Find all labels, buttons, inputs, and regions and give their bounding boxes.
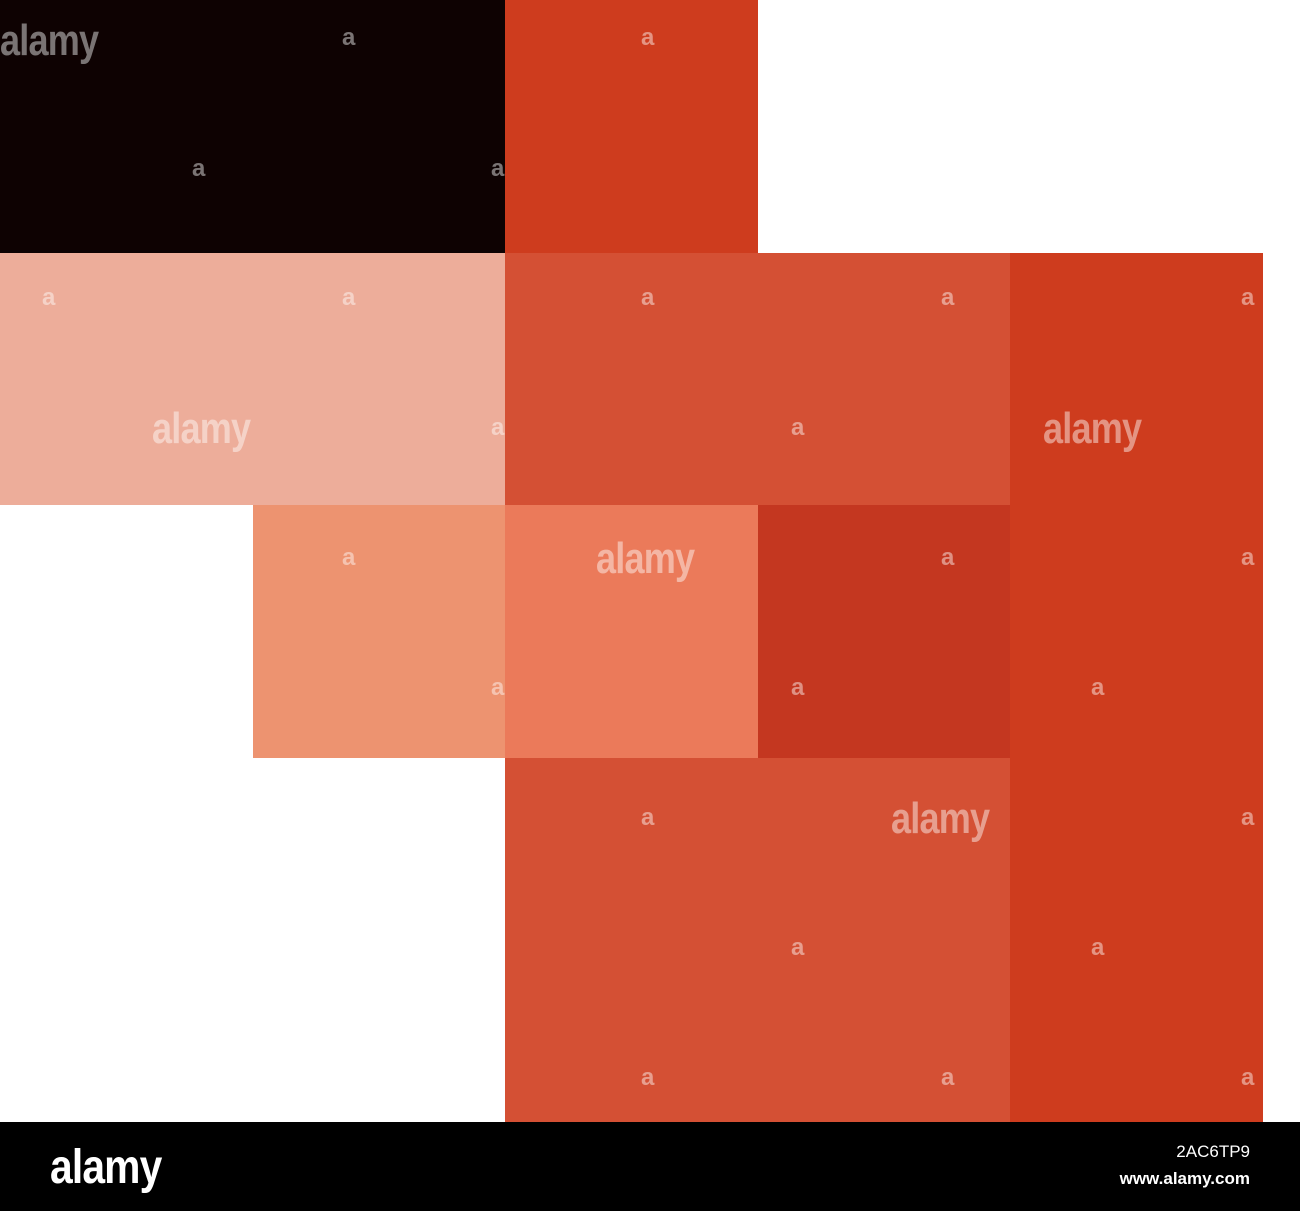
tile-peach — [0, 253, 505, 505]
tile-crimson — [758, 505, 1010, 758]
footer-bar: alamy 2AC6TP9 www.alamy.com — [0, 1122, 1300, 1211]
tile-black — [0, 0, 505, 253]
tile-coral-upper — [505, 253, 1010, 505]
tile-red-top — [505, 0, 758, 253]
tile-orange-light — [505, 505, 758, 758]
tile-salmon — [253, 505, 505, 758]
footer-image-id: 2AC6TP9 — [1176, 1142, 1250, 1161]
tile-red-right-column — [1010, 253, 1263, 1122]
footer-url: www.alamy.com — [1119, 1169, 1250, 1188]
footer-logo: alamy — [50, 1141, 162, 1194]
tile-coral-lower — [505, 758, 1010, 1122]
